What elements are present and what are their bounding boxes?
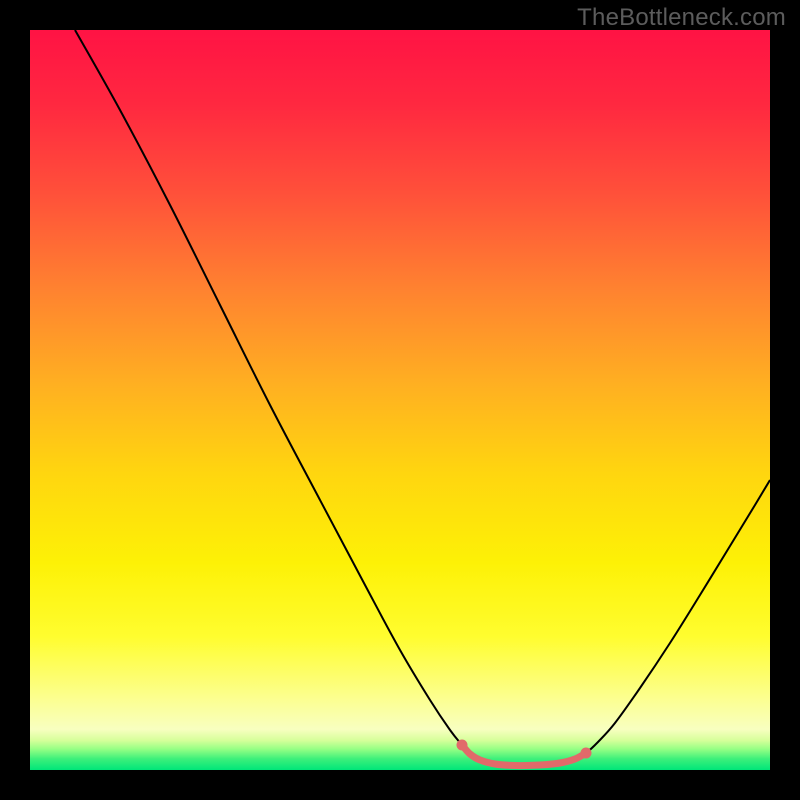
plot-area [30, 30, 770, 770]
chart-frame: TheBottleneck.com [0, 0, 800, 800]
optimal-region-end-dot [581, 748, 592, 759]
chart-svg [30, 30, 770, 770]
optimal-region-start-dot [457, 740, 468, 751]
watermark-text: TheBottleneck.com [577, 4, 786, 32]
